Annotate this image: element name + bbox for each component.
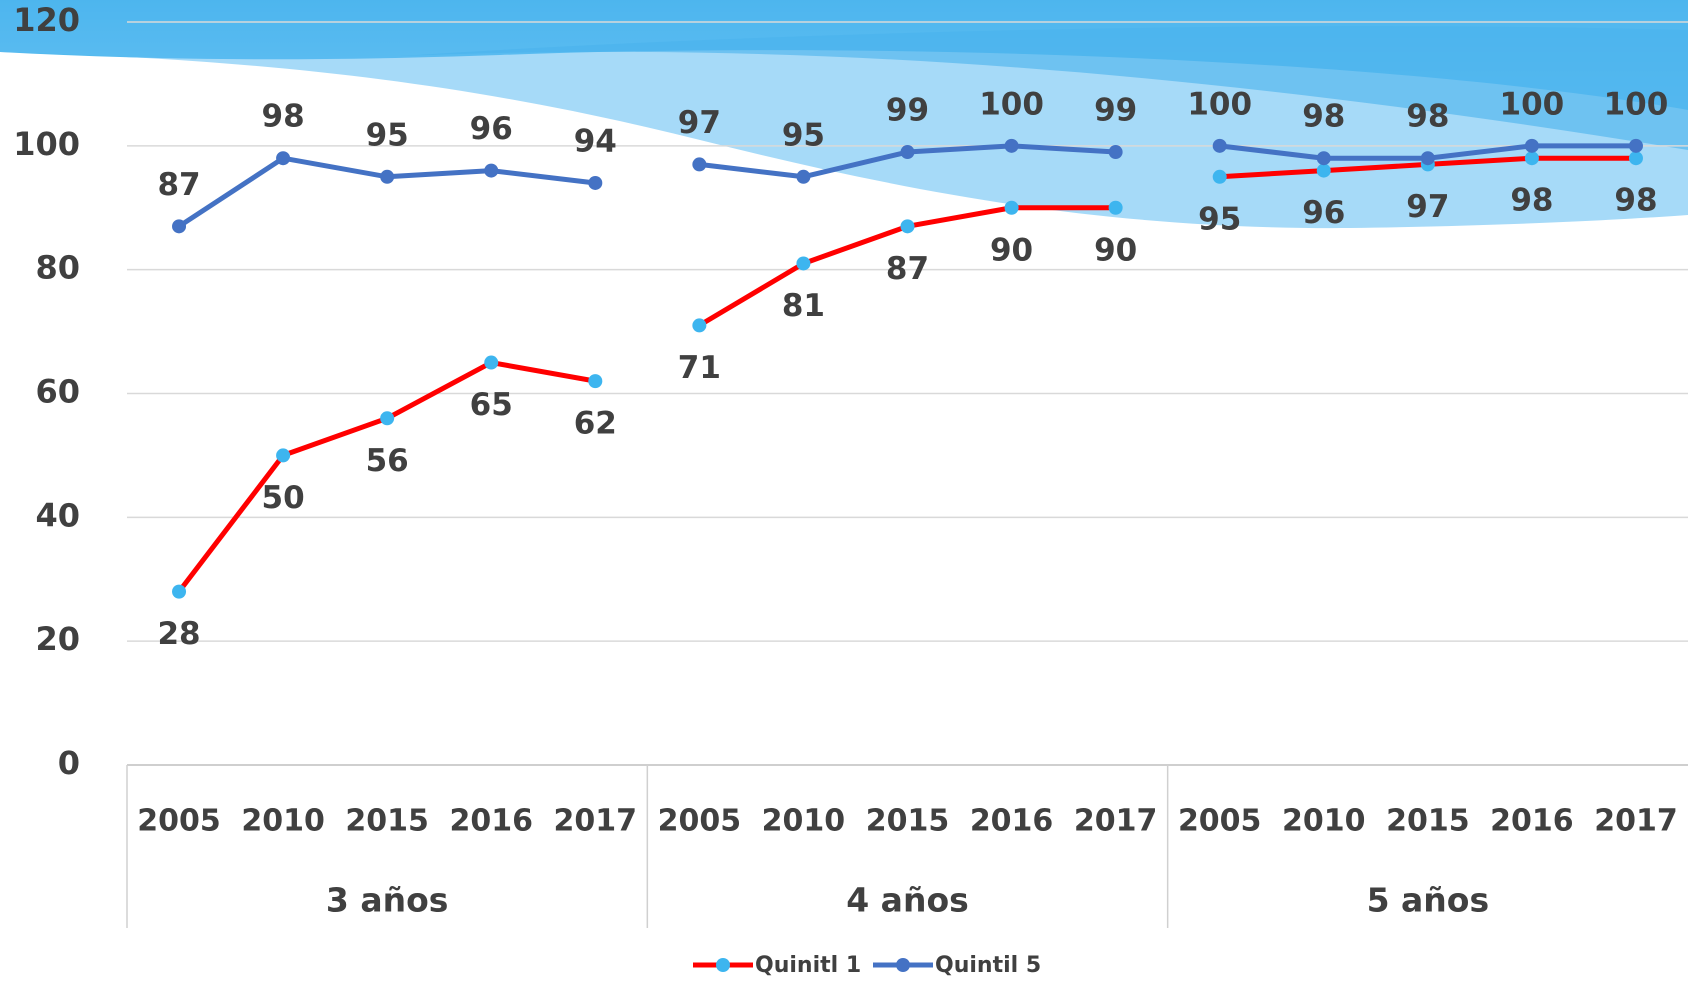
data-label: 81 [782, 288, 825, 324]
y-tick-label: 100 [13, 125, 80, 163]
x-tick-label: 2015 [866, 804, 950, 839]
point [380, 169, 395, 184]
x-tick-label: 2010 [1282, 804, 1366, 839]
x-tick-label: 2016 [449, 804, 533, 839]
point [1212, 169, 1227, 184]
x-tick-label: 2017 [1594, 804, 1678, 839]
point [172, 219, 187, 234]
point [900, 145, 915, 160]
point [172, 584, 187, 599]
data-label: 100 [979, 86, 1044, 122]
legend-marker [896, 958, 910, 972]
point [796, 256, 811, 271]
x-tick-label: 2015 [1386, 804, 1470, 839]
point [692, 318, 707, 333]
x-tick-label: 2016 [970, 804, 1054, 839]
data-label: 94 [574, 123, 617, 159]
x-tick-label: 2017 [554, 804, 638, 839]
point [1524, 151, 1539, 166]
y-tick-label: 20 [35, 620, 80, 658]
data-label: 62 [574, 406, 617, 442]
point [1316, 151, 1331, 166]
point [1628, 138, 1643, 153]
x-tick-label: 2016 [1490, 804, 1574, 839]
point [276, 448, 291, 463]
data-label: 71 [678, 350, 721, 386]
legend-marker [716, 958, 730, 972]
data-label: 28 [157, 616, 200, 652]
x-tick-label: 2010 [241, 804, 325, 839]
data-label: 100 [1187, 86, 1252, 122]
point [1524, 138, 1539, 153]
point [900, 219, 915, 234]
data-label: 87 [157, 167, 200, 203]
data-label: 100 [1500, 86, 1565, 122]
y-tick-label: 80 [35, 249, 80, 287]
group-label: 3 años [326, 881, 449, 920]
data-label: 98 [1614, 183, 1657, 219]
point [1628, 151, 1643, 166]
legend-label: Quinitl 1 [755, 953, 861, 978]
data-label: 99 [886, 93, 929, 129]
data-label: 96 [1302, 195, 1345, 231]
x-tick-label: 2005 [658, 804, 742, 839]
point [692, 157, 707, 172]
x-tick-label: 2005 [137, 804, 221, 839]
data-label: 90 [1094, 232, 1137, 268]
y-tick-label: 0 [58, 744, 80, 782]
point [276, 151, 291, 166]
data-label: 96 [470, 111, 513, 147]
point [484, 355, 499, 370]
group-label: 4 años [846, 881, 969, 920]
x-tick-label: 2005 [1178, 804, 1262, 839]
point [380, 411, 395, 426]
data-label: 95 [782, 117, 825, 153]
legend-label: Quintil 5 [935, 953, 1041, 978]
data-label: 87 [886, 251, 929, 287]
data-label: 99 [1094, 93, 1137, 129]
group-label: 5 años [1367, 881, 1490, 920]
background-wave [0, 0, 1688, 229]
x-tick-label: 2010 [762, 804, 846, 839]
point [588, 175, 603, 190]
data-label: 100 [1604, 86, 1669, 122]
data-label: 95 [1198, 201, 1241, 237]
data-label: 95 [366, 117, 409, 153]
x-tick-label: 2017 [1074, 804, 1158, 839]
point [1316, 163, 1331, 178]
data-label: 98 [1510, 183, 1553, 219]
y-tick-label: 40 [35, 496, 80, 534]
data-label: 98 [262, 99, 305, 135]
point [484, 163, 499, 178]
series-line [177, 155, 596, 229]
data-label: 56 [366, 443, 409, 479]
point [1004, 200, 1019, 215]
point [1212, 138, 1227, 153]
data-label: 65 [470, 387, 513, 423]
y-tick-label: 120 [13, 1, 80, 39]
data-label: 97 [1406, 189, 1449, 225]
data-label: 50 [262, 480, 305, 516]
x-tick-label: 2015 [345, 804, 429, 839]
data-label: 98 [1406, 99, 1449, 135]
point [796, 169, 811, 184]
data-label: 97 [678, 105, 721, 141]
point [588, 374, 603, 389]
y-tick-label: 60 [35, 373, 80, 411]
point [1108, 145, 1123, 160]
data-label: 98 [1302, 99, 1345, 135]
point [1108, 200, 1123, 215]
data-label: 90 [990, 232, 1033, 268]
point [1420, 151, 1435, 166]
point [1004, 138, 1019, 153]
